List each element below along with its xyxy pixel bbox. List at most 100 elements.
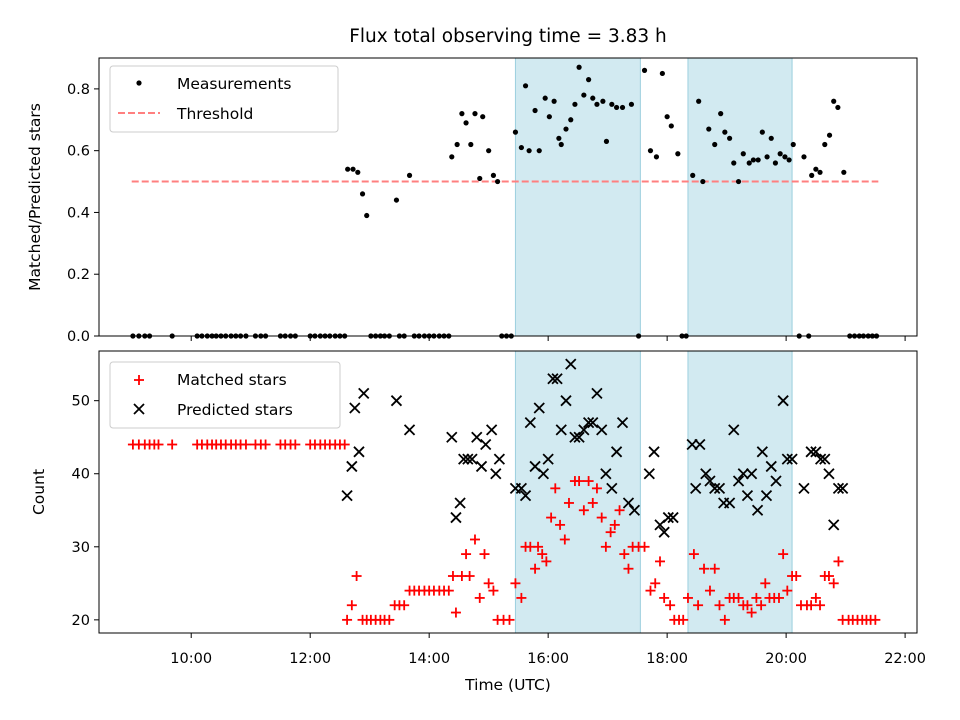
matched-star-point xyxy=(483,578,494,589)
legend-x-icon xyxy=(133,403,145,415)
x-stroke xyxy=(786,453,798,465)
measurement-point xyxy=(696,98,702,104)
legend-label-measurements: Measurements xyxy=(177,75,292,93)
predicted-star-point xyxy=(777,395,789,407)
measurement-point xyxy=(609,101,615,107)
matched-star-point xyxy=(469,534,480,545)
measurement-point xyxy=(659,70,665,77)
predicted-star-point xyxy=(551,373,563,385)
bottom-panel: 20 30 40 50 10:00 12:00 14:00 16:00 18:00 20:00 2… xyxy=(30,350,926,694)
predicted-star-point xyxy=(466,453,478,465)
matched-star-point xyxy=(479,549,490,560)
x-stroke xyxy=(341,490,353,502)
x-tick-label: 22:00 xyxy=(884,651,926,667)
x-stroke xyxy=(777,395,789,407)
chart-title: Flux total observing time = 3.83 h xyxy=(349,26,667,47)
x-stroke xyxy=(658,526,670,538)
predicted-star-point xyxy=(390,395,403,407)
shaded-interval xyxy=(514,57,641,337)
measurement-point xyxy=(731,160,737,166)
x-stroke xyxy=(798,482,810,494)
predicted-star-point xyxy=(606,482,618,494)
measurement-point xyxy=(718,111,724,117)
matched-star-point xyxy=(510,578,521,589)
predicted-star-point xyxy=(537,468,550,480)
bottom-shaded-intervals xyxy=(514,350,793,634)
measurement-point xyxy=(790,141,796,148)
predicted-star-point xyxy=(781,453,793,465)
matched-star-point xyxy=(693,600,704,611)
measurement-point xyxy=(813,166,819,172)
top-x-ticks xyxy=(190,336,906,341)
top-y-ticks: 0.0 0.2 0.4 0.6 0.8 xyxy=(67,82,99,345)
x-tick-label: 20:00 xyxy=(765,651,807,667)
measurement-point xyxy=(755,157,761,163)
x-stroke xyxy=(805,446,817,458)
measurement-point xyxy=(345,166,351,172)
matched-star-point xyxy=(650,578,661,589)
matched-star-point xyxy=(541,556,552,567)
matched-star-point xyxy=(563,497,574,508)
predicted-star-point xyxy=(828,519,840,531)
matched-star-point xyxy=(659,592,670,603)
measurement-point xyxy=(772,160,779,166)
matched-star-point xyxy=(833,556,844,567)
measurement-point xyxy=(664,114,670,120)
x-stroke xyxy=(547,373,559,385)
x-stroke xyxy=(403,424,416,436)
measurement-point xyxy=(764,154,770,160)
matched-star-point xyxy=(828,578,839,589)
matched-star-point xyxy=(714,600,725,611)
x-stroke xyxy=(690,482,702,494)
measurement-point xyxy=(782,154,788,160)
predicted-star-point xyxy=(810,446,822,458)
predicted-star-point xyxy=(643,468,655,480)
measurement-point xyxy=(740,151,746,157)
predicted-star-point xyxy=(349,402,361,414)
matched-star-point xyxy=(614,505,625,516)
x-stroke xyxy=(480,438,492,451)
x-stroke xyxy=(462,453,474,465)
matched-star-point xyxy=(596,512,607,523)
top-panel: 0.00.20.40.60.8 Matched/Predicted stars … xyxy=(26,57,918,345)
x-stroke xyxy=(524,416,536,429)
measurement-point xyxy=(735,178,742,185)
y-tick-label: 50 xyxy=(72,394,90,410)
measurement-point xyxy=(590,95,596,101)
matched-star-point xyxy=(583,476,594,487)
top-legend: Measurements Threshold xyxy=(109,65,339,133)
x-stroke xyxy=(358,387,370,400)
predicted-star-point xyxy=(560,395,572,407)
measurement-point xyxy=(613,104,620,111)
measurement-point xyxy=(722,129,728,135)
measurement-point xyxy=(558,141,564,148)
x-stroke xyxy=(349,402,361,414)
x-stroke xyxy=(732,475,745,487)
predicted-star-point xyxy=(765,460,777,473)
predicted-star-point xyxy=(341,490,353,502)
measurement-point xyxy=(480,114,486,120)
predicted-star-point xyxy=(662,511,674,524)
matched-star-point xyxy=(619,549,630,560)
x-stroke xyxy=(728,424,740,436)
bottom-legend-box xyxy=(109,361,341,429)
measurement-point xyxy=(522,83,529,89)
measurement-point xyxy=(393,197,400,203)
measurement-point xyxy=(468,141,474,148)
legend-label-matched-stars: Matched stars xyxy=(177,371,287,389)
x-stroke xyxy=(781,453,793,465)
measurement-point xyxy=(568,117,574,123)
measurement-point xyxy=(668,123,674,129)
predicted-star-point xyxy=(709,482,721,494)
matched-star-point xyxy=(339,439,350,450)
matched-star-point xyxy=(450,607,461,618)
measurement-point xyxy=(454,141,460,148)
x-stroke xyxy=(486,424,498,436)
x-stroke xyxy=(610,446,623,458)
top-legend-box xyxy=(109,65,339,133)
predicted-star-point xyxy=(358,387,370,400)
matched-star-point xyxy=(665,600,676,611)
x-stroke xyxy=(573,431,585,443)
predicted-star-point xyxy=(353,446,365,458)
x-stroke xyxy=(450,511,462,524)
